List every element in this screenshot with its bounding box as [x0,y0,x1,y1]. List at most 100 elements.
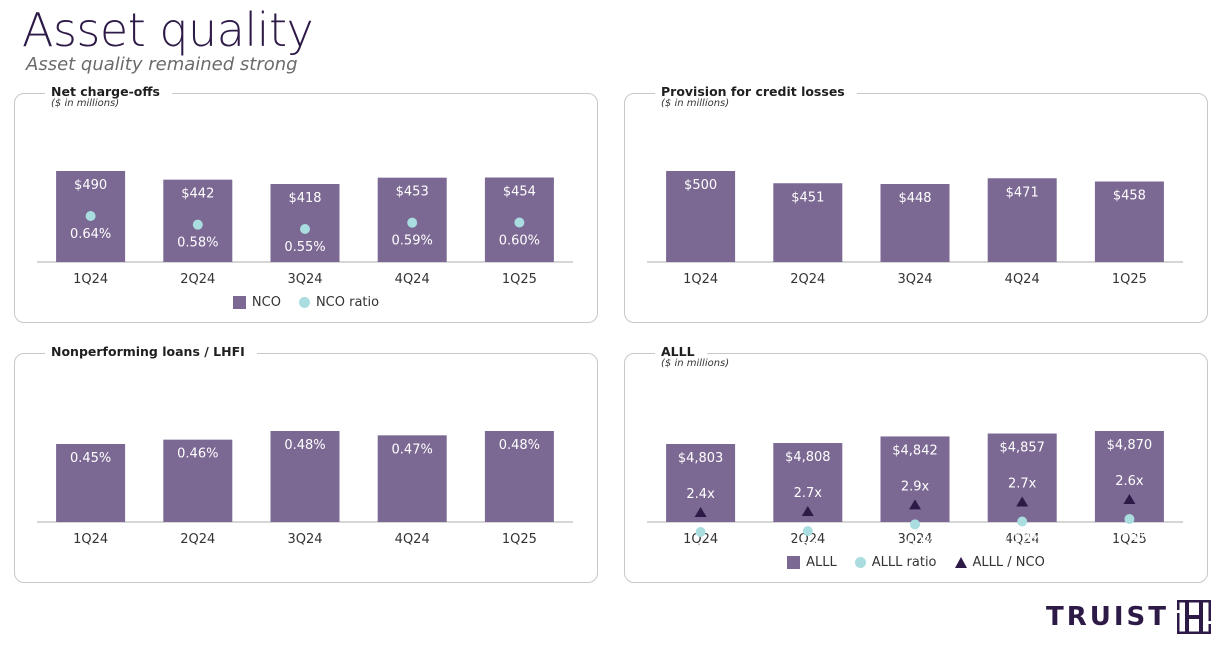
ratio-label: 1.56% [680,542,721,554]
panel-title: Nonperforming loans / LHFI [45,344,257,359]
ratio-label: 0.64% [70,227,111,242]
bar-value-label: 0.45% [70,451,111,466]
bar-value-label: $4,803 [678,451,724,466]
truist-logo: TRUIST [1046,600,1212,634]
x-tick-label: 2Q24 [790,532,825,547]
x-tick-label: 1Q25 [1112,532,1147,547]
x-tick-label: 4Q24 [1005,272,1040,287]
coverage-label: 2.6x [1115,474,1144,489]
bar-3q24 [270,431,340,522]
coverage-label: 2.7x [794,486,823,501]
x-tick-label: 3Q24 [897,272,932,287]
bar-2q24 [163,439,233,522]
bar-1q25 [484,431,554,522]
truist-mark-icon [1177,600,1212,634]
ratio-label: 0.60% [499,234,540,249]
legend-square-swatch [787,556,801,569]
nco-chart: $490 1Q24 0.64% $442 2Q24 0.58% $418 3Q24 0.55% $… [37,171,573,287]
x-tick-label: 1Q25 [502,272,537,287]
x-tick-label: 1Q24 [73,532,108,547]
bar-value-label: $4,870 [1107,438,1153,453]
page-subtitle: Asset quality remained strong [26,54,298,75]
x-tick-label: 2Q24 [180,272,215,287]
npl-chart: 0.45% 1Q24 0.46% 2Q24 0.48% 3Q24 0.47% 4Q24 0.48… [37,431,573,547]
bar-1q24 [666,171,736,262]
ratio-dot [85,211,96,221]
bar-value-label: $453 [396,185,429,200]
bar-value-label: $451 [791,190,824,205]
provision-chart: $500 1Q24 $451 2Q24 $448 3Q24 $471 4Q24 $458 1Q25 [647,171,1183,287]
panel-units: ($ in millions) [661,358,730,369]
bar-value-label: $4,857 [999,441,1044,456]
ratio-dot [802,526,813,537]
bar-value-label: $471 [1006,185,1039,200]
ratio-label: 1.57% [787,541,828,554]
ratio-dot [1017,516,1028,527]
bar-1q24 [56,444,126,522]
bar-value-label: $448 [898,191,931,206]
ratio-dot [1124,514,1135,524]
bar-value-label: $4,842 [892,443,938,458]
bar-value-label: $442 [181,187,214,202]
legend-item-alll-ratio: ALLL ratio [854,555,937,570]
bar-value-label: 0.48% [284,438,325,453]
chart-legend: ALLL ALLL ratio ALLL / NCO [625,555,1207,570]
bar-value-label: $418 [288,191,321,206]
panel-net-charge-offs: Net charge-offs ($ in millions) $490 1Q24… [14,84,598,323]
x-tick-label: 3Q24 [287,532,322,547]
bar-value-label: $490 [74,178,107,193]
legend-item-nco-ratio: NCO ratio [298,295,380,310]
bar-value-label: 0.46% [177,447,218,462]
x-tick-label: 1Q24 [683,272,718,287]
panel-provision: Provision for credit losses ($ in millio… [624,84,1208,323]
legend-label: ALLL ratio [871,555,937,570]
coverage-triangle [694,507,707,517]
bar-value-label: 0.47% [392,442,433,457]
panel-nonperforming-loans: Nonperforming loans / LHFI 0.45% 1Q24 0.46… [14,344,598,583]
panel-title: ALLL [655,344,707,359]
x-tick-label: 1Q25 [1112,272,1147,287]
x-tick-label: 1Q24 [683,532,718,547]
x-tick-label: 3Q24 [897,532,932,547]
ratio-label: 1.58% [1109,529,1150,544]
coverage-triangle [909,499,921,510]
x-tick-label: 4Q24 [395,532,430,547]
legend-label: ALLL / NCO [972,555,1045,570]
page-title: Asset quality [22,3,314,57]
bar-value-label: 0.48% [499,438,540,453]
ratio-dot [192,219,203,230]
panel-title: Provision for credit losses [655,84,857,99]
bar-1q25 [1094,181,1164,262]
ratio-label: 1.60% [894,534,935,549]
bar-2q24 [773,183,843,262]
ratio-label: 0.58% [177,236,218,251]
legend-label: ALLL [806,555,837,570]
alll-chart: $4,803 1Q24 2.4x 1.56% $4,808 2Q24 2.7x 1.57% $4… [647,431,1183,554]
x-tick-label: 1Q25 [502,532,537,547]
ratio-dot [910,519,920,530]
coverage-triangle [1016,496,1029,507]
x-tick-label: 3Q24 [287,272,322,287]
panel-alll: ALLL ($ in millions) $4,803 1Q24 2.4x 1.56%… [624,344,1208,583]
panel-units: ($ in millions) [661,98,730,109]
ratio-label: 0.59% [392,234,433,249]
legend-item-nco: NCO [232,295,281,310]
coverage-triangle [801,506,814,517]
bar-1q25 [1094,431,1164,522]
bar-4q24 [987,178,1057,262]
legend-item-alll: ALLL [787,555,837,570]
bar-3q24 [270,184,340,262]
ratio-label: 1.59% [1002,532,1043,547]
legend-label: NCO ratio [315,295,380,310]
x-tick-label: 2Q24 [790,272,825,287]
legend-dot-swatch [854,557,866,568]
panel-title: Net charge-offs [45,84,172,99]
x-tick-label: 4Q24 [395,272,430,287]
coverage-triangle [1123,494,1136,504]
bar-4q24 [987,433,1057,522]
ratio-dot [695,527,706,537]
bar-value-label: $500 [684,178,717,193]
ratio-label: 0.55% [284,240,325,255]
coverage-label: 2.9x [901,479,930,494]
bar-4q24 [377,435,447,522]
